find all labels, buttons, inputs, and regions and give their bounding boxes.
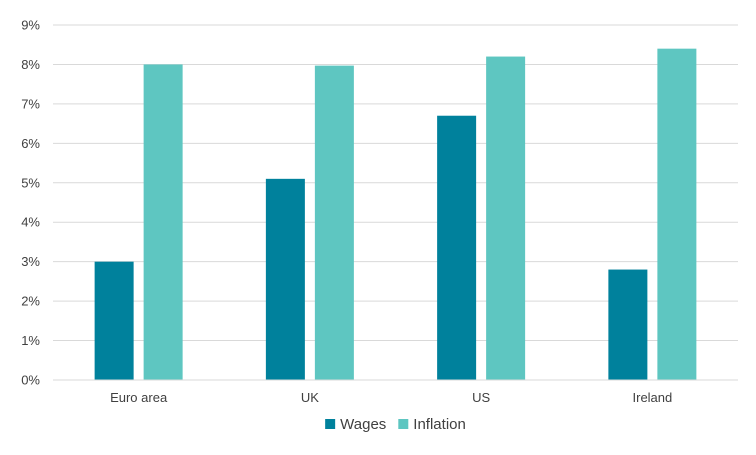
y-tick-label: 2%	[21, 294, 40, 309]
x-tick-label: UK	[301, 390, 319, 405]
y-tick-label: 1%	[21, 333, 40, 348]
x-tick-label: Euro area	[110, 390, 168, 405]
y-tick-label: 0%	[21, 373, 40, 388]
legend-label-wages: Wages	[340, 416, 386, 433]
y-tick-label: 6%	[21, 136, 40, 151]
y-tick-label: 5%	[21, 175, 40, 190]
x-axis-ticks: Euro area UK US Ireland	[110, 390, 672, 405]
x-tick-label: Ireland	[633, 390, 673, 405]
y-axis-ticks: 0% 1% 2% 3% 4% 5% 6% 7% 8% 9%	[21, 18, 40, 388]
y-tick-label: 8%	[21, 57, 40, 72]
bar-inflation-ireland	[657, 48, 697, 381]
bar-wages-us	[437, 115, 477, 380]
y-tick-label: 9%	[21, 18, 40, 33]
bar-inflation-uk	[314, 65, 354, 380]
legend-label-inflation: Inflation	[413, 416, 466, 433]
bars	[94, 48, 697, 381]
y-tick-label: 3%	[21, 254, 40, 269]
x-tick-label: US	[472, 390, 490, 405]
legend: Wages Inflation	[325, 416, 466, 433]
bar-inflation-us	[486, 56, 526, 381]
bar-wages-ireland	[608, 269, 648, 380]
y-tick-label: 7%	[21, 96, 40, 111]
bar-inflation-euro-area	[143, 64, 183, 380]
bar-wages-euro-area	[94, 261, 134, 380]
legend-swatch-wages	[325, 419, 336, 429]
bar-wages-uk	[265, 178, 305, 380]
legend-swatch-inflation	[398, 419, 409, 429]
y-tick-label: 4%	[21, 215, 40, 230]
